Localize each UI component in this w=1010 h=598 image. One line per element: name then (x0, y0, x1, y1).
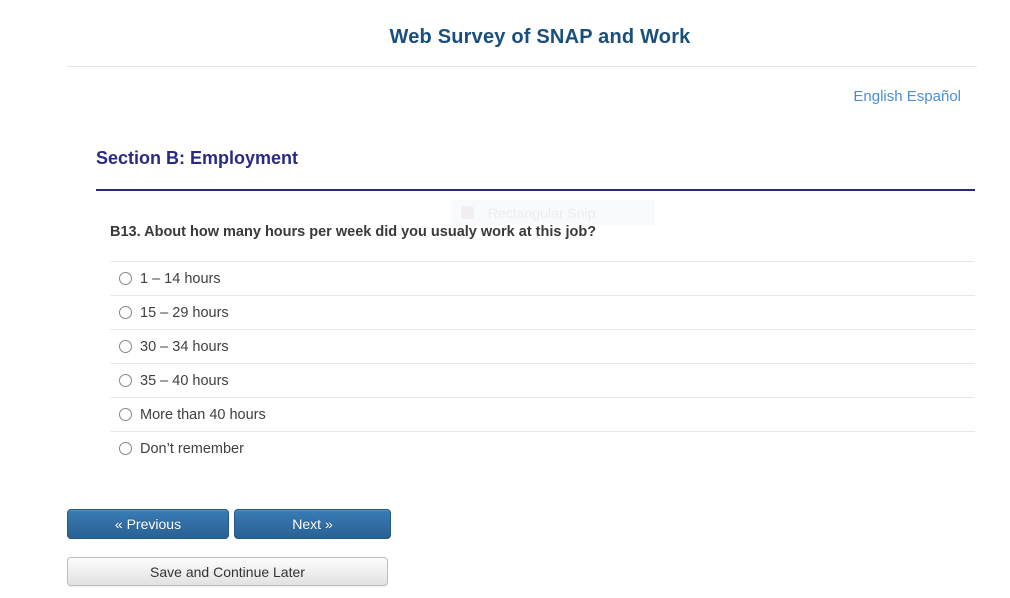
snip-overlay-label: Rectangular Snip (488, 204, 596, 221)
radio-option-row[interactable]: 1 – 14 hours (110, 261, 975, 295)
previous-button[interactable]: « Previous (67, 509, 229, 539)
answer-options-list: 1 – 14 hours 15 – 29 hours 30 – 34 hours… (110, 261, 975, 465)
option-label: 15 – 29 hours (140, 304, 229, 321)
save-and-continue-button[interactable]: Save and Continue Later (67, 557, 388, 586)
radio-button[interactable] (119, 272, 132, 285)
radio-option-row[interactable]: 35 – 40 hours (110, 363, 975, 397)
section-divider (96, 189, 975, 191)
option-label: Don’t remember (140, 440, 244, 457)
radio-button[interactable] (119, 306, 132, 319)
radio-button[interactable] (119, 442, 132, 455)
radio-button[interactable] (119, 408, 132, 421)
language-link-espanol[interactable]: Español (906, 88, 961, 105)
radio-button[interactable] (119, 374, 132, 387)
language-link-english[interactable]: English (853, 88, 903, 105)
option-label: 30 – 34 hours (140, 338, 229, 355)
option-label: More than 40 hours (140, 406, 266, 423)
radio-option-row[interactable]: Don’t remember (110, 431, 975, 465)
snipping-tool-overlay: Rectangular Snip (450, 200, 655, 225)
radio-option-row[interactable]: More than 40 hours (110, 397, 975, 431)
next-button[interactable]: Next » (234, 509, 391, 539)
header-divider (67, 66, 977, 67)
radio-button[interactable] (119, 340, 132, 353)
language-switcher: English Español (853, 88, 961, 105)
rectangular-snip-icon (461, 206, 474, 219)
option-label: 35 – 40 hours (140, 372, 229, 389)
question-text: B13. About how many hours per week did y… (110, 224, 597, 240)
page-title: Web Survey of SNAP and Work (389, 26, 691, 48)
section-heading: Section B: Employment (96, 148, 299, 168)
option-label: 1 – 14 hours (140, 270, 221, 287)
radio-option-row[interactable]: 30 – 34 hours (110, 329, 975, 363)
radio-option-row[interactable]: 15 – 29 hours (110, 295, 975, 329)
